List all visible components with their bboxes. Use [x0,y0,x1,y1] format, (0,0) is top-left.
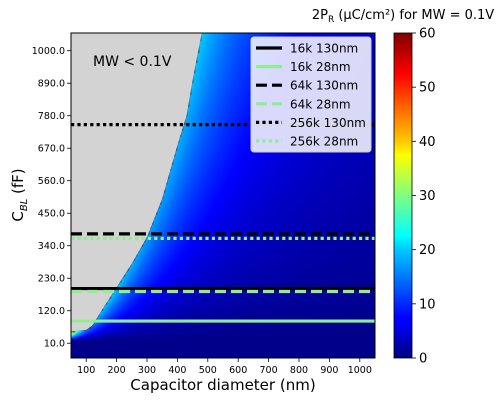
y-axis-label: CBL (fF) [9,168,30,221]
y-tick-label-1: 120.0 [38,306,65,317]
y-tick-label-9: 1000.0 [32,46,65,57]
x-tick-label-5: 600 [229,365,247,376]
colorbar-tick-label-2: 20 [419,243,436,258]
plot-frame [70,32,376,359]
y-tick-label-3: 340.0 [38,241,65,252]
y-tick-label-8: 890.0 [38,79,65,90]
y-tick-label-0: 10.0 [44,339,65,350]
x-tick-label-2: 300 [138,365,156,376]
colorbar-tick-label-6: 60 [419,27,436,42]
masked-region-label: MW < 0.1V [93,54,172,70]
y-tick-label-2: 230.0 [38,274,65,285]
x-tick-label-0: 100 [77,365,95,376]
colorbar-tick-label-0: 0 [419,352,427,367]
x-tick-label-6: 700 [260,365,278,376]
colorbar [393,32,413,359]
x-tick-label-7: 800 [290,365,308,376]
legend-label-3: 64k 28nm [290,97,351,111]
colorbar-tick-label-4: 40 [419,135,436,150]
x-axis-label: Capacitor diameter (nm) [130,376,315,394]
x-tick-label-4: 500 [199,365,217,376]
legend-label-5: 256k 28nm [290,135,358,149]
legend-label-4: 256k 130nm [290,116,366,130]
x-tick-label-8: 900 [320,365,338,376]
y-tick-label-6: 670.0 [38,144,65,155]
x-axis: 100 200 300 400 500 600 700 800 900 1000 [77,358,372,376]
legend-label-1: 16k 28nm [290,60,351,74]
colorbar-tick-label-1: 10 [419,297,436,312]
chart-title: 2PR (µC/cm²) for MW = 0.1V [312,8,494,25]
x-tick-label-1: 200 [108,365,126,376]
masked-region [71,33,202,332]
y-axis: 10.0 120.0 230.0 340.0 450.0 560.0 670.0 780.0 8… [32,46,71,350]
legend-label-0: 16k 130nm [290,42,358,56]
legend-label-2: 64k 130nm [290,79,358,93]
x-tick-label-3: 400 [168,365,186,376]
x-tick-label-9: 1000 [348,365,372,376]
colorbar-ticks: 0 10 20 30 40 50 60 [412,27,436,367]
y-tick-label-5: 560.0 [38,176,65,187]
colorbar-tick-label-3: 30 [419,189,436,204]
y-tick-label-7: 780.0 [38,111,65,122]
colorbar-tick-label-5: 50 [419,81,436,96]
legend: 16k 130nm 16k 28nm 64k 130nm 64k 28nm 256k 1… [250,36,372,153]
series-lines [71,122,375,323]
y-tick-label-4: 450.0 [38,209,65,220]
